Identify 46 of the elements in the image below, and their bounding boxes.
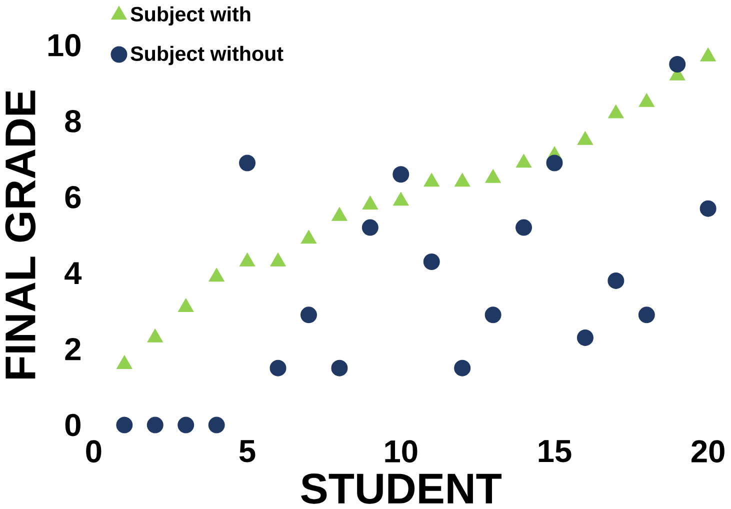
point (208, 268, 224, 282)
point (393, 192, 409, 206)
x-tick-label: 0 (86, 440, 102, 463)
point (638, 93, 655, 107)
point (700, 48, 716, 62)
point (516, 154, 532, 168)
point (300, 230, 317, 244)
point (239, 252, 256, 266)
point (424, 172, 440, 187)
point (300, 306, 317, 324)
point (608, 272, 624, 289)
y-tick-label: 6 (65, 186, 81, 208)
point (454, 172, 470, 187)
y-tick-label: 4 (64, 262, 82, 284)
x-tick-label: 20 (692, 440, 724, 463)
point (270, 252, 286, 266)
point (638, 306, 655, 324)
x-tick-label: 10 (385, 440, 418, 463)
point (270, 360, 286, 376)
point (116, 416, 133, 434)
point (178, 416, 194, 434)
x-tick-label: 15 (538, 440, 572, 462)
y-axis-title: FINAL GRADE (5, 90, 36, 379)
point (700, 200, 716, 217)
legend-label: Subject without (130, 46, 284, 66)
point (484, 306, 502, 324)
point (608, 104, 624, 118)
x-axis-title: STUDENT (301, 473, 502, 504)
x-tick-label: 5 (239, 440, 256, 462)
point (516, 219, 532, 236)
y-tick-label: 2 (65, 338, 80, 360)
point (485, 169, 501, 183)
y-tick-label: 8 (65, 110, 81, 132)
point (362, 196, 378, 210)
point (576, 329, 594, 346)
point (332, 207, 348, 221)
point (331, 360, 348, 376)
point (146, 416, 164, 434)
legend-label: Subject with (130, 6, 250, 26)
y-tick-label: 10 (48, 34, 80, 56)
point (577, 131, 594, 145)
point (423, 253, 440, 270)
point (208, 416, 225, 434)
point (454, 360, 471, 376)
y-tick-label: 0 (65, 414, 80, 436)
point (362, 219, 378, 236)
